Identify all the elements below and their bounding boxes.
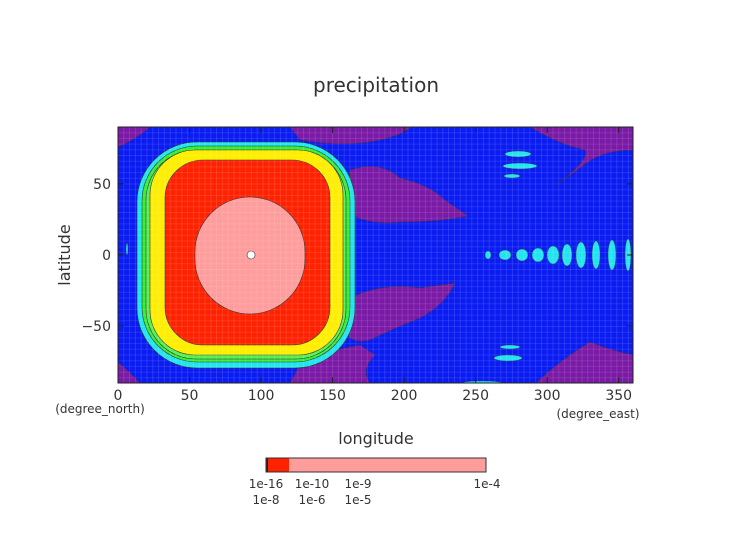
colorbar-swatch bbox=[266, 458, 268, 472]
contour-band-cyan bbox=[484, 250, 492, 260]
x-axis: 0 50 100 150 200 250 300 350 bbox=[114, 127, 632, 404]
colorbar-frame bbox=[265, 457, 487, 473]
contour-band-lowest bbox=[118, 361, 141, 383]
contour-band-cyan bbox=[546, 245, 560, 265]
plot-area bbox=[118, 127, 633, 383]
x-tick-label: 100 bbox=[248, 388, 275, 404]
y-unit-label: (degree_north) bbox=[55, 402, 145, 416]
x-tick-label: 250 bbox=[462, 388, 489, 404]
y-tick-label: 50 bbox=[93, 177, 111, 193]
contour-band-lowest bbox=[529, 127, 633, 187]
x-tick-label: 0 bbox=[114, 388, 123, 404]
x-tick-label: 150 bbox=[319, 388, 346, 404]
contour-band-cyan bbox=[498, 249, 512, 261]
colorbar-label: 1e-4 bbox=[474, 477, 501, 491]
x-unit-label: (degree_east) bbox=[556, 407, 639, 421]
contour-band-cyan bbox=[531, 247, 545, 263]
contour-band-cyan bbox=[503, 173, 521, 179]
contour-band-cyan bbox=[591, 240, 601, 270]
y-tick-label: 0 bbox=[102, 248, 111, 264]
x-tick-label: 200 bbox=[391, 388, 418, 404]
contour-band-cyan bbox=[515, 248, 529, 262]
contour-band-cyan bbox=[499, 344, 521, 350]
x-tick-label: 300 bbox=[534, 388, 561, 404]
colorbar: 1e-16 1e-10 1e-9 1e-8 1e-6 1e-5 1e-4 bbox=[249, 457, 501, 507]
x-tick-label: 50 bbox=[181, 388, 199, 404]
contour-band-cyan bbox=[502, 162, 538, 170]
colorbar-swatch bbox=[271, 458, 289, 472]
colorbar-label: 1e-10 bbox=[295, 477, 330, 491]
contour-band-cyan bbox=[493, 354, 523, 362]
contour-band-cyan bbox=[575, 241, 587, 269]
colorbar-label: 1e-6 bbox=[299, 493, 326, 507]
contour-band-cyan bbox=[125, 242, 129, 256]
contour-band-lowest bbox=[349, 166, 469, 223]
contour-center-max bbox=[246, 250, 256, 260]
contour-band-cyan bbox=[607, 239, 617, 271]
contour-band-lowest bbox=[344, 282, 456, 342]
colorbar-label: 1e-16 bbox=[249, 477, 284, 491]
contour-band-lowest bbox=[289, 127, 413, 145]
colorbar-label: 1e-9 bbox=[345, 477, 372, 491]
colorbar-swatch bbox=[289, 458, 486, 472]
colorbar-label: 1e-5 bbox=[345, 493, 372, 507]
y-axis-label: latitude bbox=[55, 224, 74, 285]
colorbar-swatch bbox=[268, 458, 271, 472]
contour-layer bbox=[118, 127, 633, 383]
contour-band-lowest bbox=[535, 341, 633, 383]
chart-title: precipitation bbox=[313, 73, 439, 97]
x-axis-label: longitude bbox=[338, 429, 413, 448]
y-axis: 50 0 −50 bbox=[81, 177, 633, 335]
y-tick-label: −50 bbox=[81, 319, 111, 335]
contour-band-cyan bbox=[504, 150, 532, 158]
x-tick-label: 350 bbox=[605, 388, 632, 404]
contour-band-cyan bbox=[561, 243, 573, 267]
colorbar-label: 1e-8 bbox=[253, 493, 280, 507]
